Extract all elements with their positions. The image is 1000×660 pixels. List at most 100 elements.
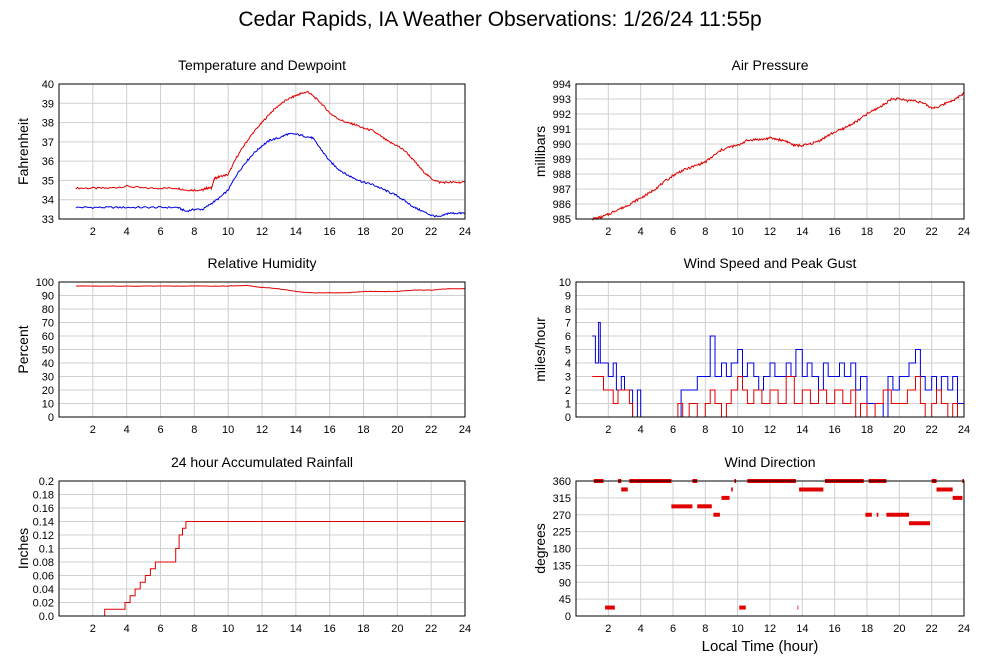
- y-tick-label: 0.12: [33, 530, 54, 542]
- x-tick-label: 18: [861, 623, 873, 635]
- y-axis-label: Percent: [15, 325, 31, 373]
- y-tick-label: 986: [553, 199, 571, 211]
- x-tick-label: 22: [926, 623, 938, 635]
- x-tick-label: 12: [764, 424, 776, 436]
- x-tick-label: 22: [926, 424, 938, 436]
- x-tick-label: 6: [157, 226, 163, 238]
- x-tick-label: 24: [958, 424, 970, 436]
- x-tick-label: 12: [256, 623, 268, 635]
- chart-title: Temperature and Dewpoint: [178, 57, 346, 73]
- y-tick-label: 8: [565, 304, 571, 316]
- x-tick-label: 20: [391, 424, 403, 436]
- x-tick-label: 10: [222, 226, 234, 238]
- x-tick-label: 2: [90, 623, 96, 635]
- x-tick-label: 14: [290, 226, 302, 238]
- x-tick-label: 8: [191, 623, 197, 635]
- x-tick-label: 24: [459, 226, 471, 238]
- x-tick-label: 18: [861, 226, 873, 238]
- y-axis-label: miles/hour: [532, 317, 548, 382]
- x-tick-label: 22: [926, 226, 938, 238]
- x-tick-label: 16: [829, 623, 841, 635]
- chart-title: Air Pressure: [731, 57, 808, 73]
- y-tick-label: 4: [565, 358, 571, 370]
- chart-rh: 2 4 6 8 10 12 14 16 18 20 22 2401020304050607080901…: [15, 255, 471, 436]
- y-tick-label: 34: [42, 195, 54, 207]
- y-tick-label: 985: [553, 214, 571, 226]
- x-tick-label: 24: [459, 424, 471, 436]
- x-tick-label: 2: [605, 424, 611, 436]
- y-tick-label: 0: [565, 412, 571, 424]
- y-tick-label: 0.06: [33, 571, 54, 583]
- chart-temp: 2 4 6 8 10 12 14 16 18 20 22 243334353637383940Temp…: [15, 57, 471, 238]
- y-tick-label: 10: [42, 399, 54, 411]
- x-tick-label: 12: [764, 623, 776, 635]
- y-tick-label: 0.0: [39, 611, 54, 623]
- x-tick-label: 4: [638, 226, 644, 238]
- x-tick-label: 6: [670, 623, 676, 635]
- x-tick-label: 6: [157, 424, 163, 436]
- y-tick-label: 33: [42, 214, 54, 226]
- y-axis-label: Fahrenheit: [15, 118, 31, 185]
- x-tick-label: 10: [732, 424, 744, 436]
- y-tick-label: 90: [559, 577, 571, 589]
- x-tick-label: 20: [391, 226, 403, 238]
- y-tick-label: 70: [42, 318, 54, 330]
- x-axis-label: Local Time (hour): [702, 638, 819, 655]
- chart-title: Relative Humidity: [208, 255, 317, 271]
- y-tick-label: 45: [559, 594, 571, 606]
- plot-frame: [58, 480, 466, 617]
- plot-frame: [58, 281, 466, 418]
- chart-pressure: 2 4 6 8 10 12 14 16 18 20 22 2498598698798898999099…: [532, 57, 970, 238]
- plot-frame: [575, 83, 965, 220]
- x-tick-label: 4: [124, 424, 130, 436]
- x-tick-label: 20: [893, 226, 905, 238]
- x-tick-label: 18: [357, 424, 369, 436]
- series-line: [75, 284, 466, 294]
- x-tick-label: 14: [796, 623, 808, 635]
- x-tick-label: 6: [670, 424, 676, 436]
- y-tick-label: 39: [42, 98, 54, 110]
- x-tick-label: 2: [605, 623, 611, 635]
- plot-frame: [58, 83, 466, 220]
- y-tick-label: 40: [42, 358, 54, 370]
- x-tick-label: 14: [290, 623, 302, 635]
- chart-title: Wind Direction: [724, 454, 815, 470]
- y-tick-label: 80: [42, 304, 54, 316]
- x-tick-label: 22: [425, 226, 437, 238]
- y-tick-label: 7: [565, 318, 571, 330]
- y-tick-label: 990: [553, 139, 571, 151]
- y-tick-label: 6: [565, 331, 571, 343]
- y-tick-label: 993: [553, 94, 571, 106]
- y-tick-label: 40: [42, 79, 54, 91]
- y-axis-label: degrees: [532, 523, 548, 574]
- y-tick-label: 0.2: [39, 476, 54, 488]
- x-tick-label: 22: [425, 623, 437, 635]
- y-tick-label: 180: [553, 544, 571, 556]
- y-tick-label: 0: [565, 611, 571, 623]
- x-tick-label: 18: [357, 623, 369, 635]
- y-tick-label: 0.04: [33, 584, 54, 596]
- x-tick-label: 14: [796, 424, 808, 436]
- x-tick-label: 8: [191, 226, 197, 238]
- x-tick-label: 6: [157, 623, 163, 635]
- x-tick-label: 8: [702, 623, 708, 635]
- x-tick-label: 4: [638, 424, 644, 436]
- y-tick-label: 35: [42, 175, 54, 187]
- x-tick-label: 10: [732, 226, 744, 238]
- y-tick-label: 994: [553, 79, 571, 91]
- x-tick-label: 20: [893, 424, 905, 436]
- y-tick-label: 0.14: [33, 517, 54, 529]
- y-tick-label: 360: [553, 476, 571, 488]
- y-tick-label: 50: [42, 345, 54, 357]
- series-line: [75, 90, 466, 193]
- y-tick-label: 60: [42, 331, 54, 343]
- x-tick-label: 2: [90, 424, 96, 436]
- x-tick-label: 12: [256, 226, 268, 238]
- x-tick-label: 20: [893, 623, 905, 635]
- y-tick-label: 987: [553, 184, 571, 196]
- x-tick-label: 4: [124, 226, 130, 238]
- x-tick-label: 2: [90, 226, 96, 238]
- y-axis-label: Inches: [15, 528, 31, 569]
- chart-title: 24 hour Accumulated Rainfall: [171, 454, 353, 470]
